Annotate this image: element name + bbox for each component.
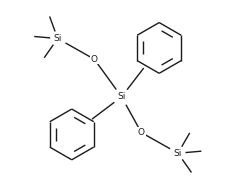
Text: O: O (90, 55, 97, 64)
Text: Si: Si (117, 92, 125, 101)
Text: Si: Si (53, 34, 62, 43)
Text: Si: Si (173, 149, 181, 158)
Text: O: O (137, 128, 144, 137)
